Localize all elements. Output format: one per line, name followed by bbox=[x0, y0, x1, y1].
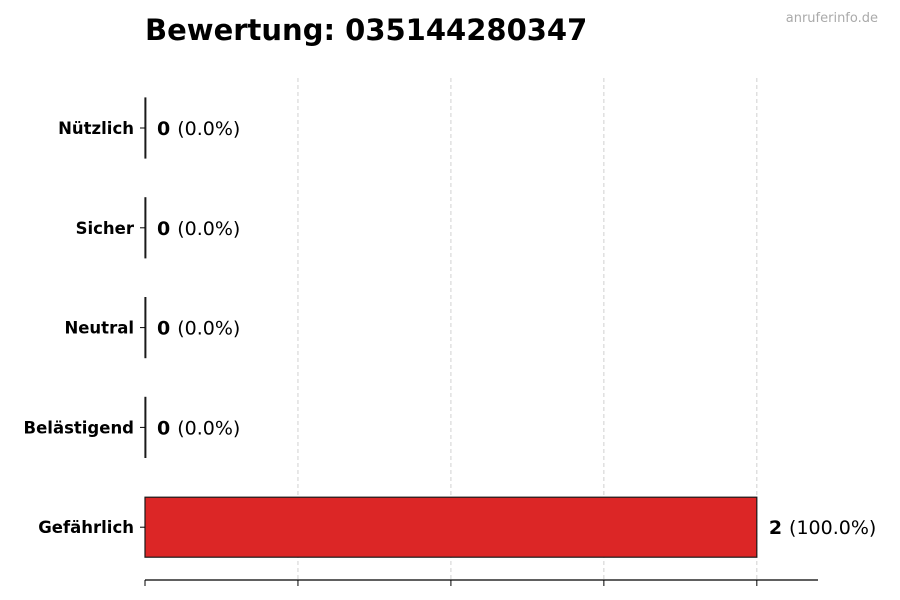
data-label-value: 0 bbox=[157, 417, 170, 439]
bar bbox=[144, 297, 147, 359]
y-tick-label: Neutral bbox=[64, 319, 134, 338]
data-label-percent: (0.0%) bbox=[177, 118, 240, 140]
data-label-value: 2 bbox=[769, 517, 782, 539]
bar bbox=[144, 396, 147, 458]
y-tick-label: Belästigend bbox=[24, 418, 134, 437]
y-tick-label: Nützlich bbox=[58, 119, 134, 138]
data-label: 0 (0.0%) bbox=[157, 318, 240, 340]
data-label: 2 (100.0%) bbox=[769, 517, 877, 539]
data-label-percent: (100.0%) bbox=[789, 517, 876, 539]
bar bbox=[144, 197, 147, 259]
data-label-percent: (0.0%) bbox=[177, 318, 240, 340]
bar bbox=[144, 97, 147, 159]
y-tick-label: Gefährlich bbox=[38, 518, 134, 537]
data-label-value: 0 bbox=[157, 118, 170, 140]
data-label-percent: (0.0%) bbox=[177, 218, 240, 240]
chart-title: Bewertung: 035144280347 bbox=[145, 13, 587, 47]
y-tick-label: Sicher bbox=[76, 219, 135, 238]
bar bbox=[144, 496, 758, 558]
data-label-value: 0 bbox=[157, 218, 170, 240]
data-label-percent: (0.0%) bbox=[177, 417, 240, 439]
data-label: 0 (0.0%) bbox=[157, 118, 240, 140]
watermark: anruferinfo.de bbox=[786, 11, 878, 26]
data-label: 0 (0.0%) bbox=[157, 218, 240, 240]
data-label-value: 0 bbox=[157, 318, 170, 340]
data-label: 0 (0.0%) bbox=[157, 417, 240, 439]
